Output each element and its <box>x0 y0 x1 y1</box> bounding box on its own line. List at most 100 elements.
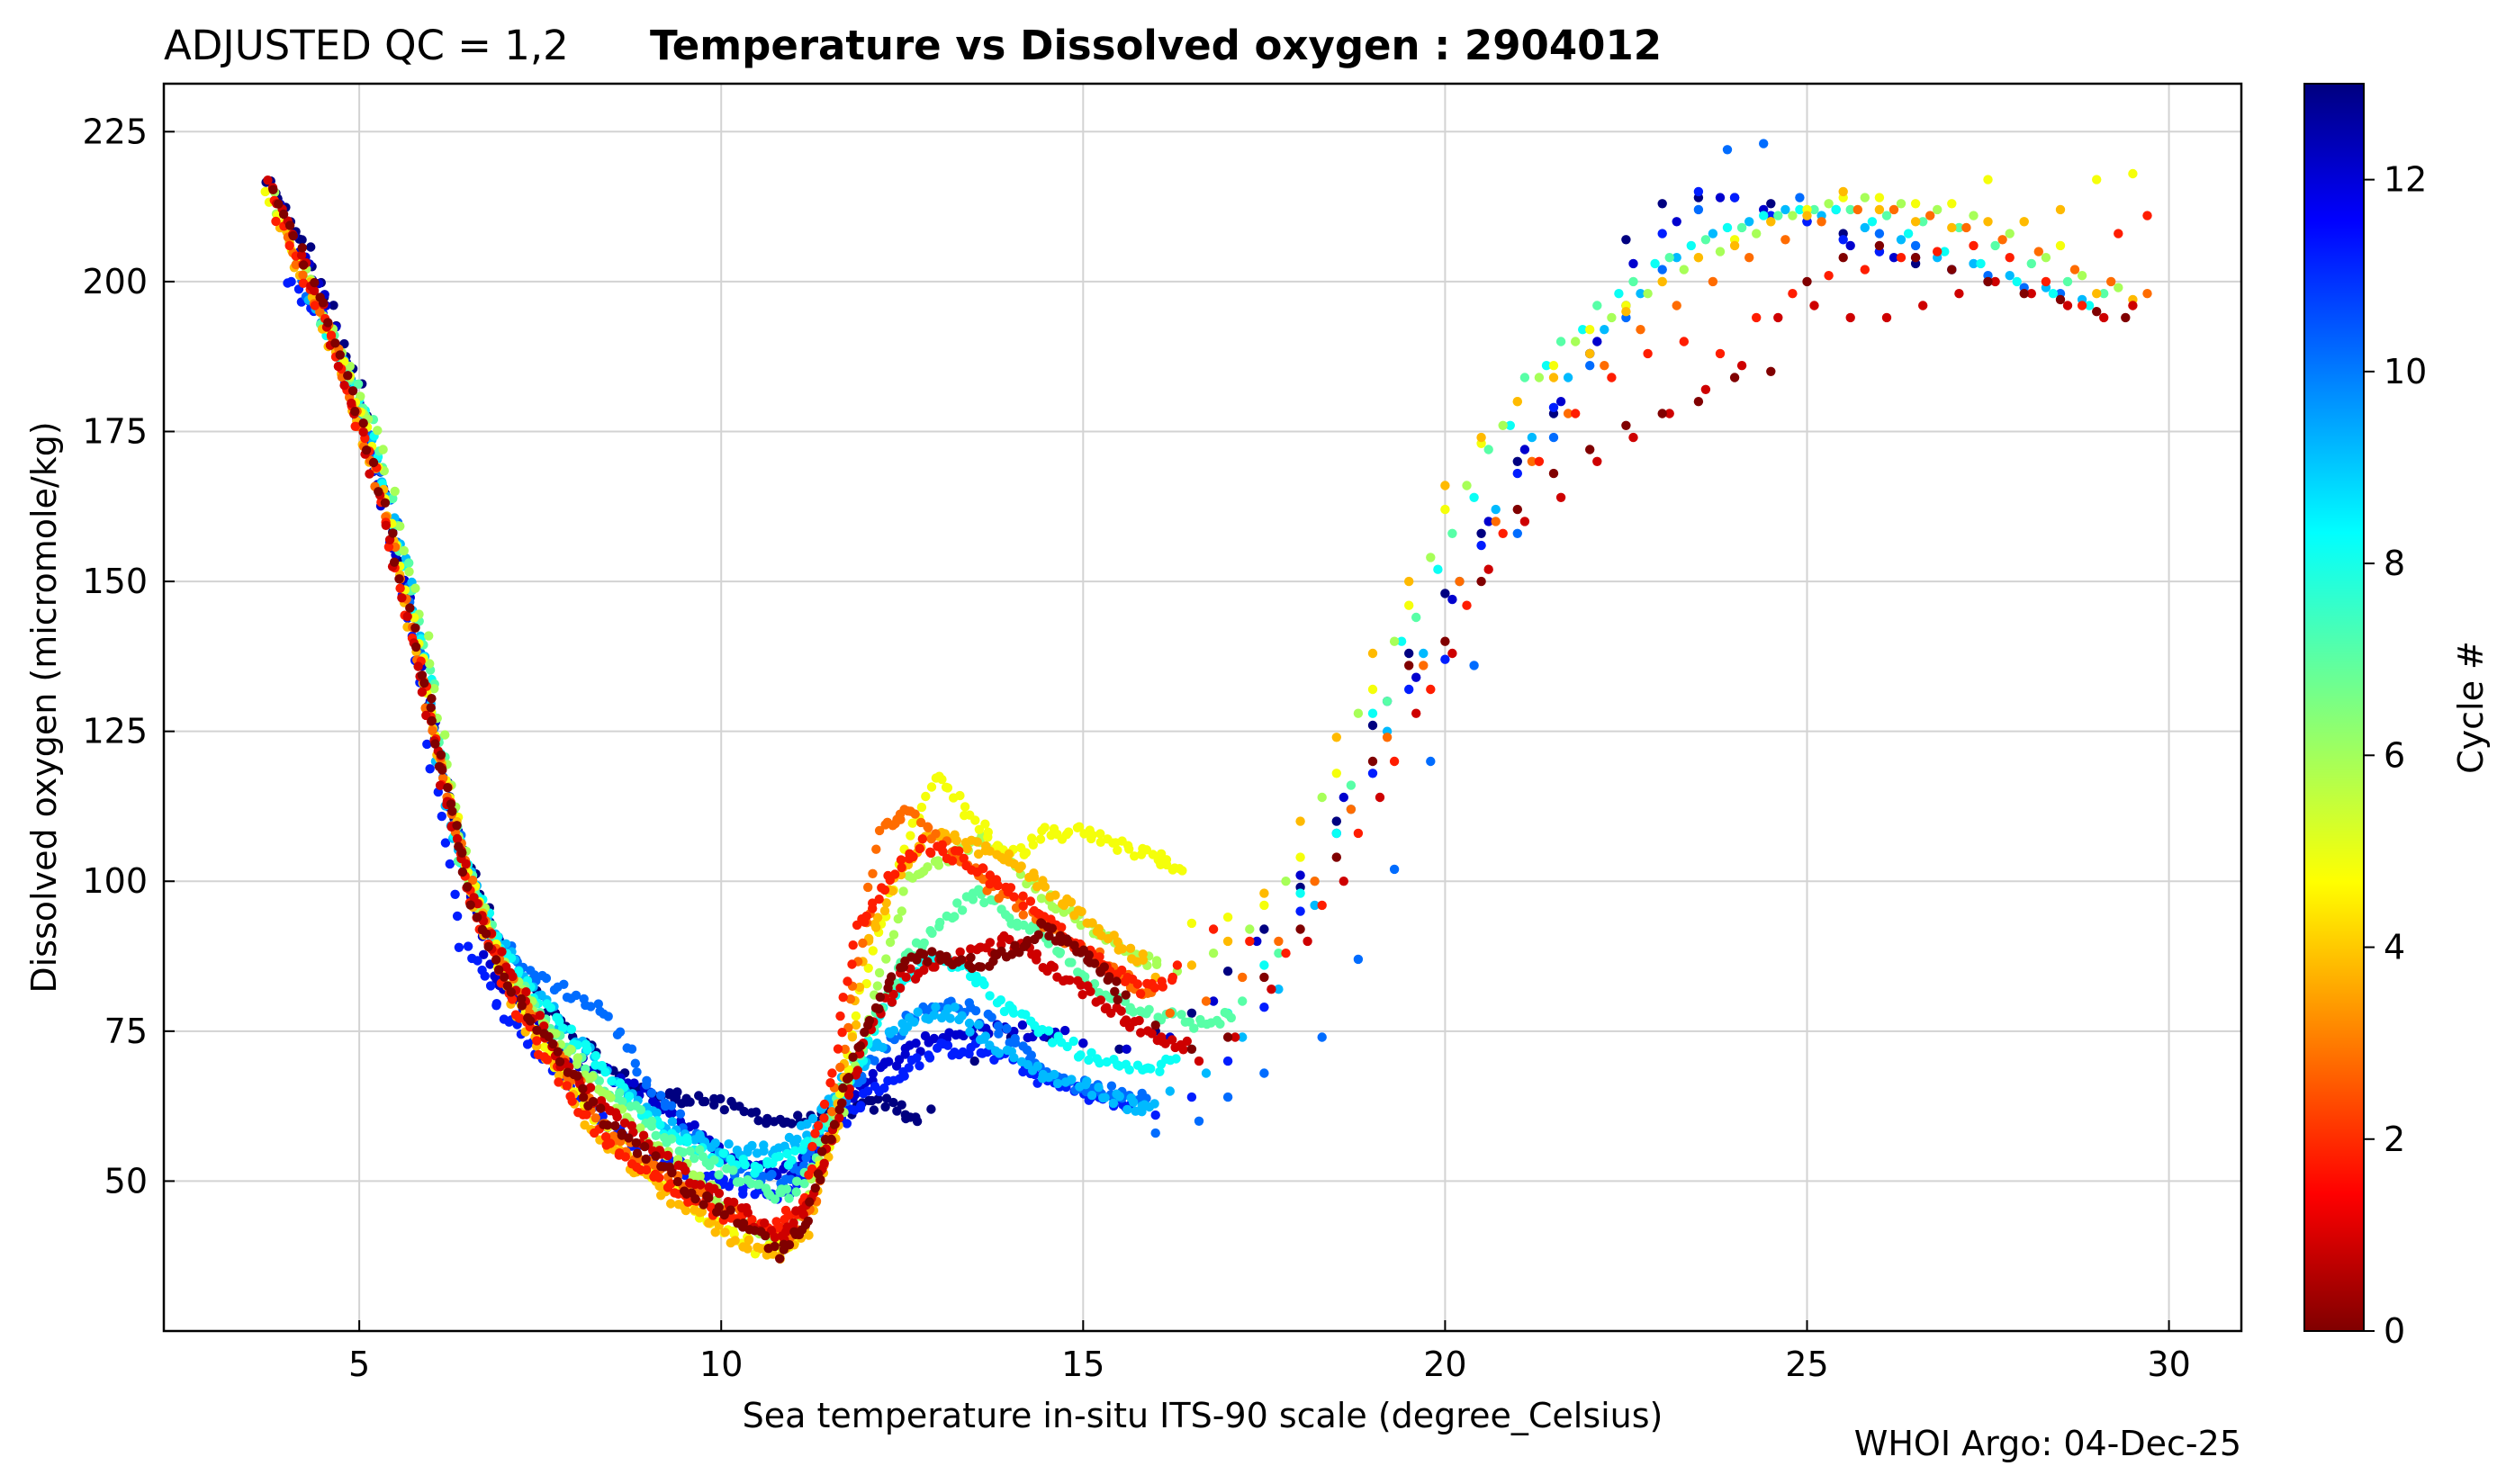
data-point <box>1018 901 1028 911</box>
data-point <box>845 994 856 1004</box>
data-point <box>775 1254 785 1264</box>
data-point <box>1245 924 1255 934</box>
data-point <box>754 1179 764 1190</box>
data-point <box>1621 307 1631 317</box>
y-axis: 50 75 100 125 150 175 200 225 <box>82 112 175 1201</box>
data-point <box>1194 1116 1204 1127</box>
data-point <box>594 1075 604 1086</box>
data-point <box>1077 906 1086 917</box>
series-cycle-4 <box>303 204 2087 1160</box>
data-point <box>962 843 972 854</box>
data-point <box>1018 891 1028 901</box>
data-point <box>1310 900 1320 911</box>
data-point <box>1178 1045 1188 1055</box>
data-point <box>1040 882 1050 892</box>
data-point <box>436 750 446 760</box>
data-point <box>1008 1008 1019 1018</box>
data-point <box>1016 861 1026 871</box>
data-point <box>1426 756 1436 767</box>
data-point <box>1121 1015 1131 1025</box>
data-point <box>1281 949 1291 958</box>
data-point <box>1035 834 1046 844</box>
data-point <box>1404 648 1414 659</box>
data-point <box>869 1105 879 1115</box>
data-point <box>1259 1068 1269 1078</box>
data-point <box>868 946 878 956</box>
data-point <box>1382 733 1393 742</box>
data-point <box>1896 253 1907 263</box>
data-point <box>792 1176 802 1186</box>
data-point <box>878 1042 888 1053</box>
data-point <box>437 811 446 822</box>
data-point <box>923 862 933 872</box>
data-point <box>1838 253 1848 263</box>
data-point <box>514 967 524 976</box>
data-point <box>1295 870 1305 880</box>
data-point <box>651 1151 661 1161</box>
data-point <box>1013 947 1023 957</box>
data-point <box>1245 936 1255 947</box>
data-point <box>874 1003 884 1014</box>
y-tick-label: 175 <box>82 411 148 451</box>
data-point <box>590 1113 600 1123</box>
data-point <box>1657 409 1667 418</box>
data-point <box>567 1096 577 1106</box>
data-point <box>447 806 457 816</box>
data-point <box>1571 337 1581 346</box>
data-point <box>1440 654 1450 664</box>
data-point <box>1933 204 1943 215</box>
data-point <box>617 1096 627 1107</box>
data-point <box>424 631 434 641</box>
data-point <box>1009 1026 1019 1037</box>
data-point <box>1110 986 1120 997</box>
data-point <box>1077 990 1087 1000</box>
data-point <box>467 875 478 886</box>
data-point <box>1117 944 1128 954</box>
data-point <box>1759 211 1769 220</box>
data-point <box>870 1056 879 1066</box>
data-point <box>714 1188 725 1199</box>
data-point <box>978 863 988 874</box>
data-point <box>1201 996 1212 1006</box>
data-point <box>1215 1019 1225 1030</box>
data-point <box>789 1218 798 1228</box>
data-point <box>1657 229 1667 238</box>
data-point <box>1534 373 1545 382</box>
data-point <box>897 1100 906 1110</box>
data-point <box>525 1016 536 1026</box>
data-point <box>485 981 496 991</box>
data-point <box>2005 229 2015 238</box>
data-point <box>1607 312 1617 323</box>
data-point <box>1628 258 1638 269</box>
data-point <box>880 1102 890 1112</box>
data-point <box>1715 247 1726 256</box>
data-point <box>1752 229 1762 238</box>
data-point <box>1491 504 1501 515</box>
data-point <box>1136 1028 1146 1038</box>
data-point <box>443 783 453 793</box>
data-point <box>1114 1044 1124 1055</box>
data-point <box>463 941 473 951</box>
data-point <box>1700 235 1711 245</box>
data-point <box>931 1002 941 1012</box>
data-point <box>629 1078 639 1088</box>
data-point <box>799 1179 809 1189</box>
data-point <box>915 1061 924 1071</box>
data-point <box>1050 904 1061 914</box>
data-point <box>1512 504 1523 515</box>
data-point <box>1469 661 1479 670</box>
data-point <box>1095 952 1104 962</box>
data-point <box>848 1052 858 1062</box>
data-point <box>586 1002 596 1012</box>
data-point <box>1664 253 1674 263</box>
data-point <box>333 361 344 372</box>
data-point <box>1195 1014 1205 1025</box>
data-point <box>1469 492 1479 502</box>
data-point <box>353 379 364 389</box>
y-tick-label: 150 <box>82 562 148 601</box>
data-point <box>1017 1020 1028 1030</box>
data-point <box>1113 994 1122 1005</box>
data-point <box>1867 217 1878 227</box>
data-point <box>1889 253 1899 263</box>
data-point <box>284 220 295 230</box>
